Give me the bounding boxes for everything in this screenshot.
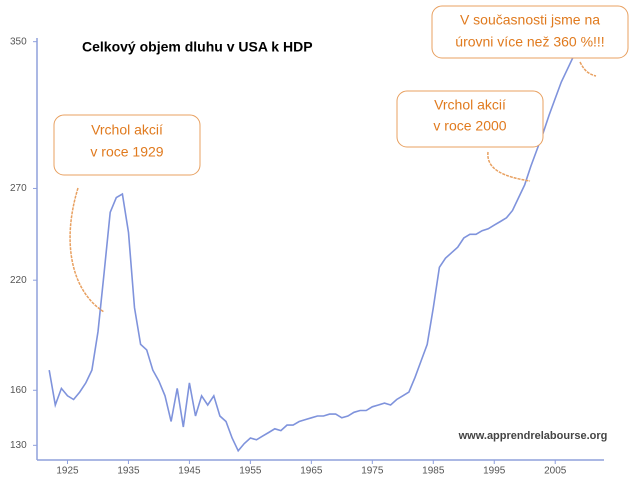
x-tick-label: 1965 — [300, 466, 323, 477]
annotation-text: v roce 2000 — [433, 118, 506, 134]
watermark: www.apprendrelabourse.org — [458, 430, 608, 442]
annotation-text: Vrchol akcií — [91, 122, 163, 138]
data-line — [48, 41, 587, 453]
y-tick-label: 350 — [10, 36, 27, 47]
annotation-arrow — [487, 151, 531, 182]
annotation-box — [53, 114, 201, 176]
x-tick-label: 1935 — [117, 466, 140, 477]
annotation-arrow — [579, 61, 597, 77]
x-tick-label: 1955 — [239, 466, 262, 477]
x-tick-label: 2005 — [544, 466, 567, 477]
x-tick-label: 1925 — [56, 466, 79, 477]
y-tick-label: 270 — [10, 183, 27, 194]
annotation-arrow — [69, 187, 105, 313]
annotation-text: v roce 1929 — [90, 144, 163, 160]
annotation-text: úrovni více než 360 %!!! — [455, 34, 604, 50]
y-tick-label: 160 — [10, 385, 27, 396]
x-tick-label: 1975 — [361, 466, 384, 477]
annotation-text: Vrchol akcií — [434, 97, 506, 113]
x-tick-label: 1945 — [178, 466, 201, 477]
annotation-text: V současnosti jsme na — [460, 12, 600, 28]
x-tick-label: 1995 — [483, 466, 506, 477]
x-tick-label: 1985 — [422, 466, 445, 477]
watermark-box — [448, 426, 618, 446]
y-tick-label: 130 — [10, 440, 27, 451]
chart-title: Celkový objem dluhu v USA k HDP — [82, 39, 313, 55]
annotation-box — [396, 90, 544, 148]
annotation-box — [431, 5, 629, 59]
y-tick-label: 220 — [10, 275, 27, 286]
